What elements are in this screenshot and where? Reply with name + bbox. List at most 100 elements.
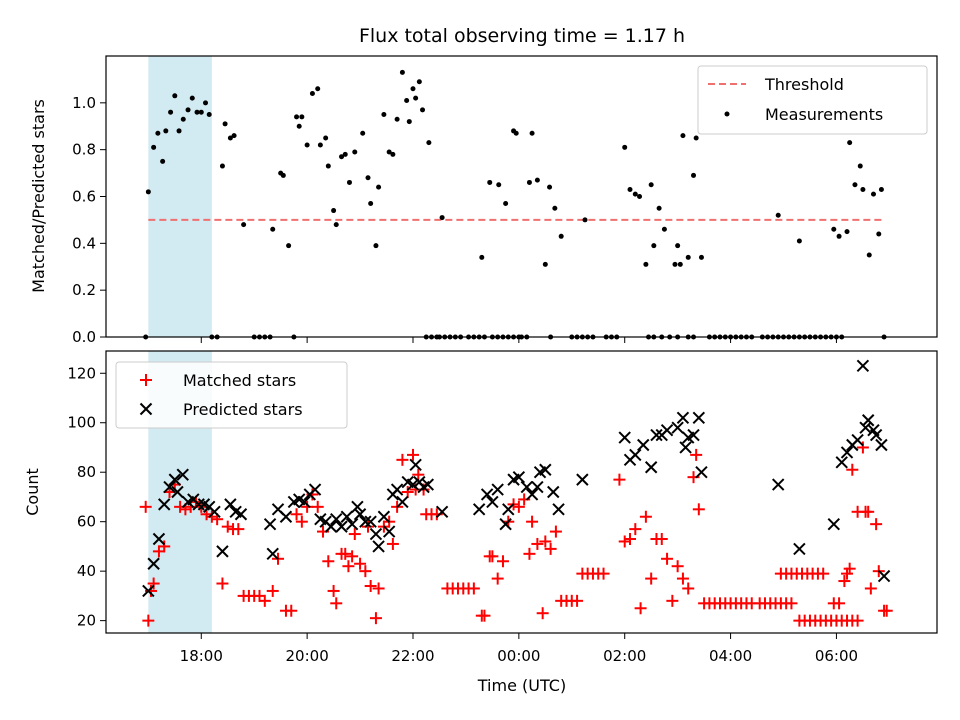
predicted-star-point [234,508,248,521]
predicted-star-point [421,478,435,491]
matched-star-point [536,607,549,620]
matched-star-point [851,614,864,627]
measurement-point [582,217,588,223]
measurement-point [534,177,540,183]
bottom-y-tick-label: 100 [67,414,96,432]
bottom-y-tick-label: 40 [77,562,96,580]
measurement-point [416,79,422,85]
predicted-star-point [340,510,354,523]
matched-star-point [369,612,382,625]
matched-star-point [785,597,798,610]
measurement-point [160,158,166,164]
predicted-star-point [176,468,189,481]
top-y-tick-label: 0.6 [72,188,96,206]
measurement-point [376,184,382,190]
measurement-point [346,179,352,185]
measurement-point [672,261,678,267]
predicted-star-point [851,433,864,447]
x-tick-label: 06:00 [815,647,858,665]
matched-star-point [655,533,668,545]
measurement-point [194,109,200,115]
measurement-point [189,95,195,101]
measurement-point [796,238,802,244]
x-tick-label: 18:00 [180,647,223,665]
predicted-star-point [298,495,311,509]
predicted-star-point [435,505,449,518]
measurement-point [410,86,416,92]
measurement-point [317,142,323,148]
measurement-point [198,109,204,115]
predicted-star-point [512,470,526,484]
measurement-point [151,144,157,150]
predicted-star-point [840,446,854,459]
matched-star-point [327,584,340,597]
predicted-star-point [351,500,364,514]
matched-star-point [571,594,584,607]
measurement-point [487,179,493,185]
matched-stars-legend-label: Matched stars [183,371,296,390]
measurement-point [852,182,858,188]
predicted-star-point [335,520,348,533]
predicted-star-point [835,456,848,469]
predicted-star-point [168,473,182,486]
predicted-star-point [390,483,404,496]
predicted-star-point [676,411,690,424]
predicted-star-point [263,517,277,531]
predicted-star-point [576,473,589,486]
predicted-star-point [827,517,840,531]
predicted-star-point [406,478,420,491]
measurement-point [352,149,358,155]
x-tick-label: 04:00 [709,647,752,665]
measurement-point [331,208,337,214]
chart-title: Flux total observing time = 1.17 h [359,25,685,47]
measurement-point [857,163,863,169]
measurement-point [185,107,191,113]
matched-star-point [205,510,218,523]
measurement-point [677,261,683,267]
matched-star-point [359,565,372,578]
measurement-point [426,140,432,146]
matched-star-point [346,550,359,563]
matched-star-point [496,555,509,568]
matched-star-point [512,500,525,513]
matched-star-point [526,515,539,528]
matched-star-point [531,537,544,550]
matched-star-point [597,567,610,580]
measurement-point [627,186,633,192]
predicted-star-point [216,545,229,558]
matched-star-point [396,453,409,466]
measurement-point [844,229,850,235]
predicted-star-point [525,488,539,501]
matched-star-point [843,562,856,575]
predicted-star-point [772,478,785,491]
measurement-point [399,69,405,75]
bottom-y-tick-label: 20 [77,612,96,630]
predicted-star-point [359,515,372,528]
matched-star-point [639,510,652,523]
matched-stars-legend-swatch [140,374,152,386]
measurements-legend-swatch [724,111,730,117]
matched-star-point [817,567,830,580]
measurement-point [513,130,519,136]
matched-star-point [258,594,271,607]
predicted-star-point [142,584,155,598]
predicted-star-point [499,517,512,531]
measurement-point [831,226,837,232]
measurement-point [632,191,638,197]
measurement-point [206,112,212,118]
measurement-point [270,226,276,232]
measurement-point [503,201,509,207]
predicted-star-point [382,525,396,538]
measurement-point [479,254,485,260]
matched-star-point [856,441,869,454]
measurement-point [775,212,781,218]
measurement-point [685,254,691,260]
predicted-star-point [502,503,515,516]
matched-star-point [880,604,893,617]
measurement-point [315,86,321,92]
bottom-legend-box [115,361,348,429]
x-tick-label: 00:00 [497,647,540,665]
measurement-point [286,243,292,249]
measurement-point [390,151,396,157]
predicted-star-point [692,411,706,424]
